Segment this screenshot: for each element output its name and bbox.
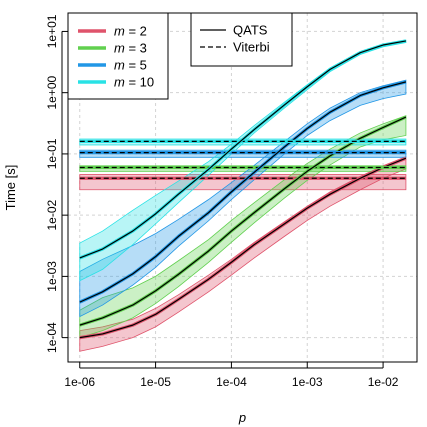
line-qats-m-5: [79, 81, 407, 303]
x-tick-label: 1e-04: [216, 375, 247, 389]
x-tick-label: 1e-03: [292, 375, 323, 389]
legend-method-box: [190, 12, 293, 67]
legend-method-label: QATS: [233, 23, 268, 38]
x-axis-label: p: [238, 410, 246, 425]
y-tick-label: 1e-03: [45, 261, 59, 292]
x-axis: 1e-06 1e-05 1e-04 1e-03 1e-02: [64, 362, 399, 389]
legend-m: m = 2 m = 3 m = 5 m = 10: [67, 12, 169, 100]
series-lines: [79, 39, 407, 340]
legend-m-label: m = 3: [114, 41, 147, 56]
y-tick-label: 1e-04: [45, 322, 59, 353]
line-qats-m-2: [79, 157, 407, 339]
legend-m-box: [67, 12, 169, 100]
y-tick-label: 1e-02: [45, 199, 59, 230]
band-qats-m-5: [79, 79, 407, 318]
band-qats-m-3: [79, 115, 407, 339]
y-axis: 1e-04 1e-03 1e-02 1e-01 1e+00 1e+01: [45, 14, 68, 353]
x-tick-label: 1e-06: [64, 375, 95, 389]
legend-m-label: m = 5: [114, 58, 147, 73]
legend-method-label: Viterbi: [233, 40, 270, 55]
y-tick-label: 1e+01: [45, 14, 59, 48]
legend-method: QATS Viterbi: [190, 12, 293, 67]
y-tick-label: 1e-01: [45, 138, 59, 169]
y-tick-label: 1e+00: [45, 75, 59, 109]
x-tick-label: 1e-05: [140, 375, 171, 389]
x-tick-label: 1e-02: [368, 375, 399, 389]
y-axis-label: Time [s]: [3, 165, 18, 211]
legend-m-label: m = 2: [114, 24, 147, 39]
line-qats-m-10: [79, 40, 407, 259]
legend-m-label: m = 10: [114, 75, 154, 90]
